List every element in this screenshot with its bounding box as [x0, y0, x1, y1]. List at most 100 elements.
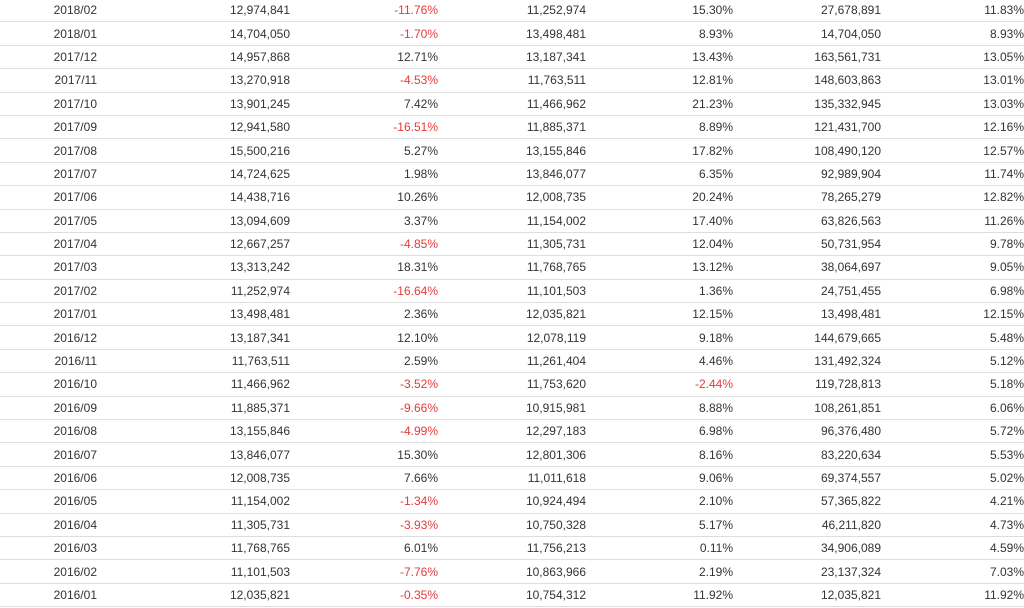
yoy-cell: 5.17% — [586, 513, 733, 537]
change-cell: 7.66% — [290, 466, 438, 491]
table-row: 2016/07 13,846,077 15.30% 12,801,306 8.16% 83… — [0, 442, 1024, 467]
change-cell: -4.99% — [290, 419, 438, 444]
cumulative-yoy-cell: 12.57% — [881, 138, 1024, 163]
change-cell: -1.70% — [290, 21, 438, 46]
cumulative-yoy-cell: 5.18% — [881, 372, 1024, 397]
change-cell: 10.26% — [290, 185, 438, 210]
month-cell: 2016/12 — [0, 325, 100, 350]
prev-value-cell: 11,763,511 — [438, 68, 586, 93]
prev-value-cell: 10,863,966 — [438, 559, 586, 584]
cumulative-cell: 57,365,822 — [733, 489, 881, 514]
cumulative-cell: 83,220,634 — [733, 442, 881, 467]
cumulative-cell: 121,431,700 — [733, 115, 881, 140]
month-cell: 2016/06 — [0, 466, 100, 491]
table-row: 2016/03 11,768,765 6.01% 11,756,213 0.11% 34,… — [0, 536, 1024, 561]
value-cell: 13,187,341 — [100, 325, 290, 350]
month-cell: 2017/03 — [0, 255, 100, 280]
table-row: 2017/10 13,901,245 7.42% 11,466,962 21.23% 13… — [0, 92, 1024, 116]
value-cell: 14,957,868 — [100, 45, 290, 70]
change-cell: -11.76% — [290, 0, 438, 23]
value-cell: 12,974,841 — [100, 0, 290, 23]
cumulative-cell: 27,678,891 — [733, 0, 881, 23]
yoy-cell: 9.18% — [586, 325, 733, 350]
prev-value-cell: 11,756,213 — [438, 536, 586, 561]
yoy-cell: 0.11% — [586, 536, 733, 561]
cumulative-cell: 50,731,954 — [733, 232, 881, 257]
month-cell: 2017/10 — [0, 92, 100, 116]
yoy-cell: 4.46% — [586, 349, 733, 374]
cumulative-yoy-cell: 5.12% — [881, 349, 1024, 374]
change-cell: 2.59% — [290, 349, 438, 374]
table-row: 2017/05 13,094,609 3.37% 11,154,002 17.40% 63… — [0, 209, 1024, 233]
prev-value-cell: 11,252,974 — [438, 0, 586, 23]
cumulative-yoy-cell: 6.06% — [881, 396, 1024, 421]
change-cell: 7.42% — [290, 92, 438, 116]
month-cell: 2016/07 — [0, 442, 100, 467]
value-cell: 13,155,846 — [100, 419, 290, 444]
cumulative-cell: 34,906,089 — [733, 536, 881, 561]
yoy-cell: 17.82% — [586, 138, 733, 163]
change-cell: 1.98% — [290, 162, 438, 187]
yoy-cell: 8.89% — [586, 115, 733, 140]
month-cell: 2017/11 — [0, 68, 100, 93]
month-cell: 2016/02 — [0, 559, 100, 584]
yoy-cell: 21.23% — [586, 92, 733, 116]
yoy-cell: 9.06% — [586, 466, 733, 491]
month-cell: 2017/05 — [0, 209, 100, 233]
change-cell: 12.71% — [290, 45, 438, 70]
month-cell: 2017/04 — [0, 232, 100, 257]
cumulative-yoy-cell: 13.01% — [881, 68, 1024, 93]
yoy-cell: 1.36% — [586, 279, 733, 304]
yoy-cell: 8.93% — [586, 21, 733, 46]
table-row: 2016/06 12,008,735 7.66% 11,011,618 9.06% 69,… — [0, 466, 1024, 491]
yoy-cell: 13.43% — [586, 45, 733, 70]
cumulative-cell: 108,261,851 — [733, 396, 881, 421]
cumulative-cell: 69,374,557 — [733, 466, 881, 491]
cumulative-cell: 78,265,279 — [733, 185, 881, 210]
table-row: 2016/05 11,154,002 -1.34% 10,924,494 2.10% 57… — [0, 489, 1024, 514]
prev-value-cell: 11,466,962 — [438, 92, 586, 116]
prev-value-cell: 11,261,404 — [438, 349, 586, 374]
value-cell: 13,846,077 — [100, 442, 290, 467]
prev-value-cell: 12,078,119 — [438, 325, 586, 350]
month-cell: 2017/01 — [0, 302, 100, 327]
table-row: 2017/06 14,438,716 10.26% 12,008,735 20.24% 7… — [0, 185, 1024, 210]
prev-value-cell: 10,750,328 — [438, 513, 586, 537]
cumulative-yoy-cell: 9.78% — [881, 232, 1024, 257]
month-cell: 2017/02 — [0, 279, 100, 304]
month-cell: 2016/08 — [0, 419, 100, 444]
month-cell: 2016/01 — [0, 583, 100, 608]
cumulative-cell: 144,679,665 — [733, 325, 881, 350]
yoy-cell: 20.24% — [586, 185, 733, 210]
month-cell: 2017/08 — [0, 138, 100, 163]
value-cell: 14,704,050 — [100, 21, 290, 46]
value-cell: 13,313,242 — [100, 255, 290, 280]
value-cell: 11,466,962 — [100, 372, 290, 397]
yoy-cell: 8.16% — [586, 442, 733, 467]
table-row: 2016/08 13,155,846 -4.99% 12,297,183 6.98% 96… — [0, 419, 1024, 444]
cumulative-yoy-cell: 9.05% — [881, 255, 1024, 280]
change-cell: -3.93% — [290, 513, 438, 537]
value-cell: 11,768,765 — [100, 536, 290, 561]
yoy-cell: 12.15% — [586, 302, 733, 327]
prev-value-cell: 11,885,371 — [438, 115, 586, 140]
change-cell: -4.53% — [290, 68, 438, 93]
change-cell: 5.27% — [290, 138, 438, 163]
month-cell: 2017/06 — [0, 185, 100, 210]
yoy-cell: 2.10% — [586, 489, 733, 514]
cumulative-cell: 14,704,050 — [733, 21, 881, 46]
table-row: 2016/02 11,101,503 -7.76% 10,863,966 2.19% 23… — [0, 559, 1024, 584]
cumulative-yoy-cell: 4.73% — [881, 513, 1024, 537]
value-cell: 12,941,580 — [100, 115, 290, 140]
table-row: 2017/03 13,313,242 18.31% 11,768,765 13.12% 3… — [0, 255, 1024, 280]
table-row: 2018/02 12,974,841 -11.76% 11,252,974 15.30%… — [0, 0, 1024, 23]
table-row: 2016/10 11,466,962 -3.52% 11,753,620 -2.44% 1… — [0, 372, 1024, 397]
prev-value-cell: 11,154,002 — [438, 209, 586, 233]
value-cell: 15,500,216 — [100, 138, 290, 163]
value-cell: 14,438,716 — [100, 185, 290, 210]
cumulative-yoy-cell: 4.21% — [881, 489, 1024, 514]
prev-value-cell: 11,753,620 — [438, 372, 586, 397]
cumulative-cell: 119,728,813 — [733, 372, 881, 397]
prev-value-cell: 11,101,503 — [438, 279, 586, 304]
yoy-cell: -2.44% — [586, 372, 733, 397]
